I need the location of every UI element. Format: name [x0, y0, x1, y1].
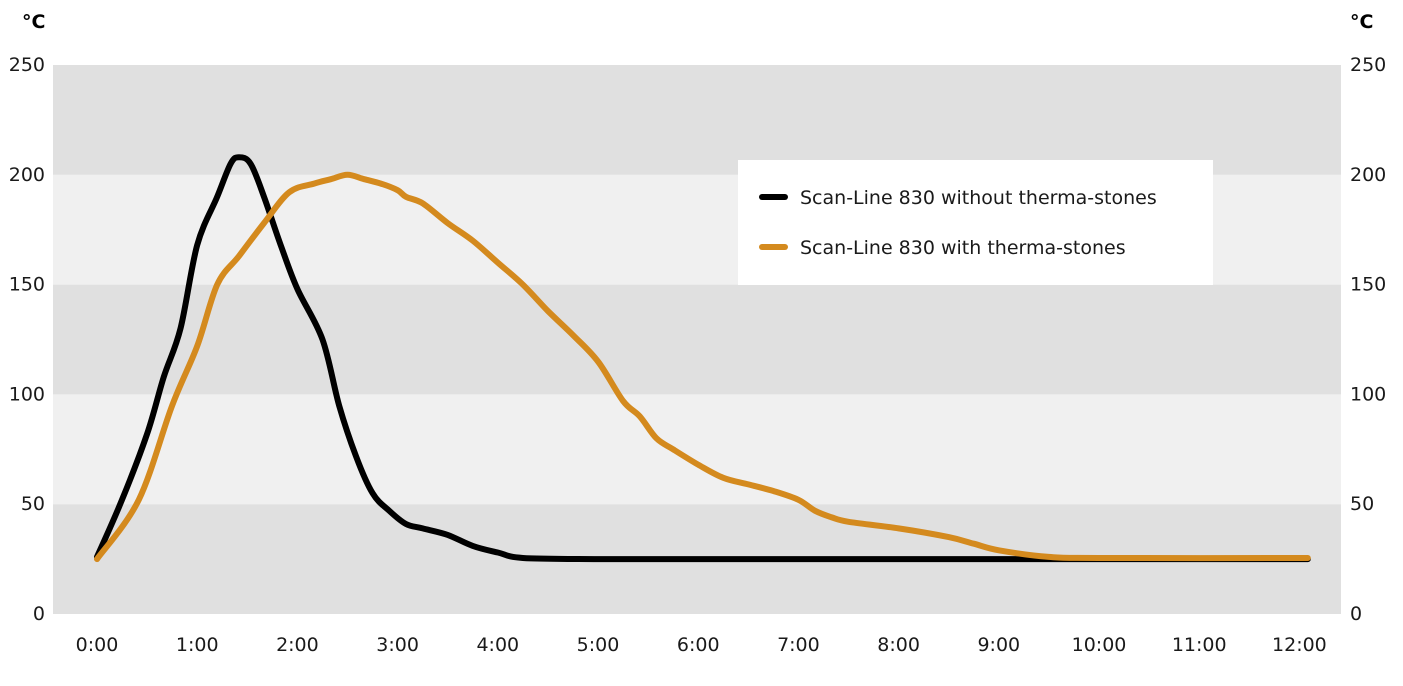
grid-band [53, 65, 1341, 175]
legend: Scan-Line 830 without therma-stones Scan… [738, 160, 1213, 285]
legend-label-with: Scan-Line 830 with therma-stones [800, 237, 1126, 259]
y-unit-right: °C [1350, 11, 1373, 33]
x-tick-label: 2:00 [276, 634, 319, 656]
x-tick-label: 9:00 [977, 634, 1020, 656]
background-bands [53, 65, 1341, 614]
x-tick-label: 3:00 [376, 634, 419, 656]
y-axis-left: 0 50 100 150 200 250 [9, 54, 45, 625]
grid-band [53, 284, 1341, 395]
grid-band [53, 394, 1341, 505]
y-tick-label-right: 250 [1350, 54, 1386, 76]
legend-box [738, 160, 1213, 285]
y-tick-label-right: 150 [1350, 274, 1386, 296]
y-tick-label-left: 50 [21, 493, 45, 515]
y-tick-label-right: 0 [1350, 603, 1362, 625]
y-tick-label-left: 100 [9, 383, 45, 405]
y-tick-label-left: 150 [9, 274, 45, 296]
x-tick-label: 8:00 [877, 634, 920, 656]
x-tick-label: 10:00 [1072, 634, 1127, 656]
x-tick-label: 7:00 [777, 634, 820, 656]
x-tick-label: 6:00 [677, 634, 720, 656]
x-tick-label: 4:00 [476, 634, 519, 656]
series-line-with-therma-stones [94, 171, 1311, 563]
x-tick-label: 1:00 [176, 634, 219, 656]
y-unit-left: °C [22, 11, 45, 33]
y-tick-label-left: 250 [9, 54, 45, 76]
y-axis-right: 0 50 100 150 200 250 [1350, 54, 1386, 625]
y-tick-label-right: 200 [1350, 164, 1386, 186]
y-tick-label-left: 200 [9, 164, 45, 186]
x-axis: 0:00 1:00 2:00 3:00 4:00 5:00 6:00 7:00 8:00 9:00… [76, 634, 1327, 656]
x-tick-label: 12:00 [1272, 634, 1327, 656]
y-tick-label-right: 50 [1350, 493, 1374, 515]
series-line-without-therma-stones [94, 154, 1311, 563]
legend-label-without: Scan-Line 830 without therma-stones [800, 187, 1157, 209]
x-tick-label: 11:00 [1172, 634, 1227, 656]
x-tick-label: 5:00 [577, 634, 620, 656]
x-tick-label: 0:00 [76, 634, 119, 656]
y-tick-label-left: 0 [33, 603, 45, 625]
y-tick-label-right: 100 [1350, 383, 1386, 405]
series-lines [94, 154, 1311, 563]
